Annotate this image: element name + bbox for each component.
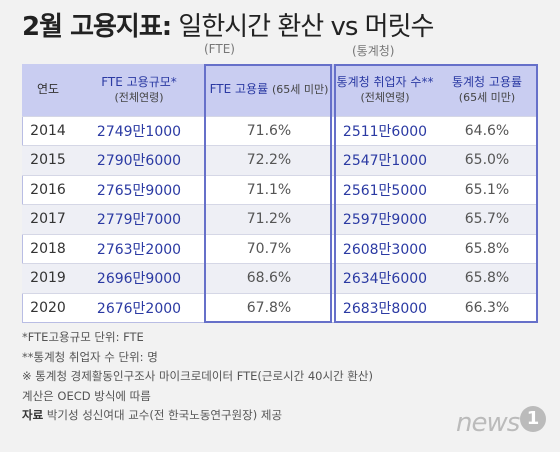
source-text: 박기성 성신여대 교수(전 한국노동연구원장) 제공 — [43, 408, 283, 422]
header-year: 연도 — [36, 82, 60, 97]
cell-stats-employed: 2608만3000 — [342, 241, 428, 258]
table-header-row: 연도 FTE 고용규모* (전체연령) FTE 고용률 (65세 미만) 통계청 … — [22, 64, 538, 116]
cell-year: 2016 — [30, 181, 66, 198]
header-stats-employed: 통계청 취업자 수** (전체연령) — [336, 74, 434, 104]
cell-stats-rate: 65.8% — [464, 270, 510, 287]
table-row: 2016 2765만9000 71.1% 2561만5000 65.1% — [22, 175, 538, 205]
cell-stats-rate: 65.7% — [464, 211, 510, 228]
table-row: 2018 2763만2000 70.7% 2608만3000 65.8% — [22, 234, 538, 264]
title-rest: 일한시간 환산 vs 머릿수 — [178, 12, 434, 42]
cell-stats-employed: 2561만5000 — [342, 182, 428, 199]
table-row: 2015 2790만6000 72.2% 2547만1000 65.0% — [22, 145, 538, 175]
logo-word: news — [456, 408, 520, 438]
table-row: 2019 2696만9000 68.6% 2634만6000 65.8% — [22, 263, 538, 293]
cell-stats-rate: 66.3% — [464, 300, 510, 316]
footnote-source: 자료 박기성 성신여대 교수(전 한국노동연구원장) 제공 — [22, 406, 373, 426]
table-row: 2017 2779만7000 71.2% 2597만9000 65.7% — [22, 204, 538, 234]
cell-year: 2015 — [30, 152, 66, 169]
cell-fte-employment: 2749만1000 — [96, 123, 182, 140]
footnote-stats-unit: **통계청 취업자 수 단위: 명 — [22, 349, 158, 364]
table-row: 2020 2676만2000 67.8% 2683만8000 66.3% — [22, 293, 538, 323]
cell-fte-employment: 2696만9000 — [96, 271, 182, 288]
cell-year: 2018 — [30, 240, 66, 257]
cell-year: 2017 — [30, 211, 66, 228]
cell-stats-employed: 2634만6000 — [342, 271, 428, 288]
employment-table: 연도 FTE 고용규모* (전체연령) FTE 고용률 (65세 미만) 통계청 … — [22, 64, 538, 323]
cell-stats-rate: 65.8% — [464, 240, 510, 257]
footnote-method: ※ 통계청 경제활동인구조사 마이크로데이터 FTE(근로시간 40시간 환산) — [22, 369, 373, 383]
cell-stats-employed: 2597만9000 — [342, 212, 428, 229]
cell-fte-employment: 2779만7000 — [96, 212, 182, 229]
news1-logo: news 1 — [456, 402, 546, 442]
cell-stats-employed: 2511만6000 — [342, 123, 428, 140]
cell-stats-rate: 65.1% — [464, 181, 510, 198]
cell-year: 2014 — [30, 122, 66, 139]
cell-year: 2020 — [30, 300, 66, 316]
page-title: 2월 고용지표: 일한시간 환산 vs 머릿수 — [22, 6, 434, 43]
footnote-oecd: 계산은 OECD 방식에 따름 — [22, 388, 151, 403]
cell-stats-employed: 2683만8000 — [342, 301, 428, 317]
cell-stats-rate: 64.6% — [464, 122, 510, 139]
cell-stats-employed: 2547만1000 — [342, 153, 428, 170]
cell-fte-rate: 67.8% — [246, 300, 292, 316]
cell-fte-rate: 70.7% — [246, 240, 292, 257]
footnote-fte-unit: *FTE고용규모 단위: FTE — [22, 330, 144, 344]
cell-fte-employment: 2676만2000 — [96, 301, 182, 317]
cell-fte-rate: 68.6% — [246, 270, 292, 287]
title-prefix: 2월 고용지표 — [22, 12, 163, 42]
cell-stats-rate: 65.0% — [464, 152, 510, 169]
table-row: 2014 2749만1000 71.6% 2511만6000 64.6% — [22, 116, 538, 146]
cell-fte-rate: 71.1% — [246, 181, 292, 198]
logo-mark: 1 — [520, 406, 546, 432]
cell-year: 2019 — [30, 270, 66, 287]
table-frame — [22, 64, 538, 323]
cell-fte-rate: 71.6% — [246, 122, 292, 139]
header-stats-rate: 통계청 고용률 (65세 미만) — [451, 74, 523, 104]
cell-fte-rate: 71.2% — [246, 211, 292, 228]
subhead-fte: (FTE) — [204, 42, 235, 56]
header-fte-employment: FTE 고용규모* (전체연령) — [101, 74, 177, 104]
title-colon: : — [161, 12, 172, 42]
cell-fte-employment: 2790만6000 — [96, 153, 182, 170]
cell-fte-employment: 2765만9000 — [96, 182, 182, 199]
cell-fte-rate: 72.2% — [246, 152, 292, 169]
source-label: 자료 — [22, 408, 44, 422]
header-fte-rate: FTE 고용률 (65세 미만) — [209, 82, 329, 97]
subhead-stats: (통계청) — [352, 44, 395, 58]
footnotes: *FTE고용규모 단위: FTE **통계청 취업자 수 단위: 명 ※ 통계청… — [22, 328, 373, 426]
cell-fte-employment: 2763만2000 — [96, 241, 182, 258]
